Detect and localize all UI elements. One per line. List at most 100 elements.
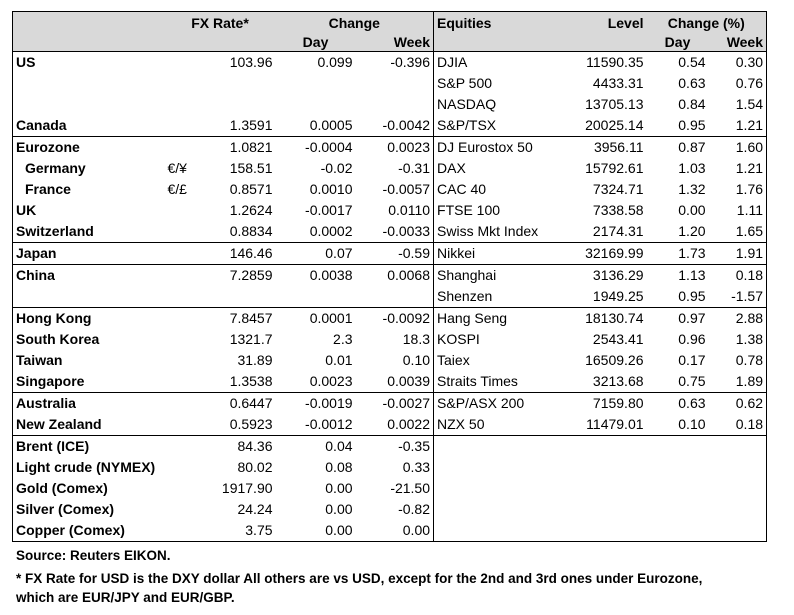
fx-day-change-cell: 0.0023 [309,373,353,389]
fx-day-change-cell: -0.02 [320,160,353,176]
fx-week-change-cell: -0.0027 [355,392,434,414]
equity-level-cell: 3956.11 [561,136,647,158]
equity-index-cell: NZX 50 [433,414,562,436]
equity-week-change-cell: 1.76 [708,179,768,200]
row-label: China [12,264,165,286]
equity-level-cell [561,520,647,542]
equity-day-change-cell: 0.97 [646,307,709,329]
fx-week-change-cell [356,73,434,94]
equity-day-change-cell: 0.63 [678,75,706,91]
row-label: Copper (Comex) [12,520,165,542]
equity-level-cell: 3213.68 [592,373,644,389]
equity-day-change-cell [647,457,709,478]
table-row: Gold (Comex) 1917.90 0.00 -21.50 [12,478,768,499]
fx-rate-cell [211,73,276,94]
equity-week-change-cell: 0.18 [708,414,768,436]
equity-week-change-cell: 2.88 [708,307,768,329]
fx-week-change-cell: -0.35 [355,435,434,457]
equity-day-change-cell: 0.75 [678,373,706,389]
row-label: Hong Kong [12,307,165,329]
fx-week-change-cell: -21.50 [390,480,431,496]
pair-symbol [164,264,211,286]
fx-rate-cell: 1.0821 [210,136,276,158]
equity-index-cell: Hang Seng [433,307,562,329]
equity-level-cell: 11590.35 [561,51,647,73]
row-label: Eurozone [12,136,165,158]
equity-index-cell: DJIA [433,51,562,73]
fx-day-change-cell: -0.0017 [305,202,353,218]
table-row: Eurozone 1.0821 -0.0004 0.0023 DJ Eurostox 5… [12,136,768,158]
fx-week-change-cell: 0.10 [402,352,431,368]
fx-rate-header: FX Rate* [164,11,276,34]
eq-day-header: Day [646,34,709,52]
fx-rate-cell: 80.02 [237,459,273,475]
fx-day-change-cell: 0.0010 [309,181,353,197]
row-label: Australia [12,392,165,414]
subheader-row: Day Week Day Week [12,34,768,52]
equity-week-change-cell: 1.38 [708,329,768,350]
equity-week-change-cell: 0.30 [708,51,768,73]
pair-symbol [165,73,211,94]
fx-rate-cell: 158.51 [229,160,273,176]
fx-day-change-cell: 0.0005 [309,117,353,133]
fx-change-header: Change [275,11,434,34]
equity-day-change-cell: 1.32 [678,181,706,197]
equity-day-change-cell: 0.17 [678,352,706,368]
equity-week-change-cell: 1.65 [708,221,768,243]
equity-level-cell: 18130.74 [561,307,647,329]
equity-level-cell: 11479.01 [586,416,644,432]
fx-rate-cell: 3.75 [210,520,276,542]
row-label: South Korea [12,329,165,350]
row-label: Silver (Comex) [12,499,165,520]
fx-week-change-cell: 0.0039 [387,373,431,389]
row-label: Gold (Comex) [12,478,165,499]
equity-week-change-cell: 0.78 [708,350,768,371]
pair-symbol [164,242,211,265]
pair-symbol [164,136,211,158]
row-label: France [12,179,165,200]
equity-level-cell [562,499,647,520]
equity-level-cell: 20025.14 [585,117,644,133]
equity-level-cell: 7338.58 [592,202,644,218]
equity-index-cell: Nikkei [433,242,562,265]
equity-level-cell: 7324.71 [592,181,644,197]
equity-level-cell: 4433.31 [592,75,644,91]
fx-day-change-cell: 0.0002 [309,223,353,239]
fx-day-change-cell: 0.07 [275,242,356,265]
pair-symbol [165,115,211,137]
fx-week-change-cell: -0.0042 [382,117,431,133]
row-label: Light crude (NYMEX) [12,457,165,478]
fx-day-change-cell: -0.0019 [275,392,356,414]
fx-day-change-cell: 0.00 [325,501,353,517]
fx-day-change-cell: 0.00 [325,480,353,496]
footnote-line-1: * FX Rate for USD is the DXY dollar All … [16,571,703,586]
fx-day-change-cell: 0.0001 [275,307,356,329]
table-row: Copper (Comex) 3.75 0.00 0.00 [12,520,768,542]
equity-index-cell: Shenzen [433,286,562,308]
equity-day-change-cell: 0.84 [678,96,706,112]
fx-rate-cell: 1917.90 [221,480,273,496]
table-row: UK 1.2624 -0.0017 0.0110 FTSE 100 7338.58 0.00… [12,200,768,221]
fx-rate-cell: 84.36 [210,435,276,457]
row-label: UK [12,200,165,221]
source-note: Source: Reuters EIKON. [16,548,171,563]
equity-index-cell [433,478,562,499]
fx-rate-cell: 7.2859 [210,264,276,286]
fx-rate-cell [211,286,276,308]
row-label: Brent (ICE) [12,435,165,457]
equity-index-cell [433,457,562,478]
equity-level-cell: 32169.99 [561,242,647,265]
equity-index-cell: CAC 40 [433,179,562,200]
pair-symbol [165,371,211,393]
fx-rate-cell [211,94,276,115]
table-row: Japan 146.46 0.07 -0.59 Nikkei 32169.99 1.73 1.… [12,242,768,265]
equity-level-cell: 2174.31 [592,223,644,239]
fx-day-change-cell: -0.0004 [275,136,356,158]
equity-index-cell: Taiex [433,350,562,371]
fx-rate-cell: 0.5923 [229,416,273,432]
equity-day-change-cell: 1.20 [678,223,706,239]
equity-day-change-cell: 1.73 [646,242,709,265]
fx-rate-cell: 31.89 [237,352,273,368]
pair-symbol [164,392,211,414]
fx-day-change-cell: 0.00 [275,520,356,542]
